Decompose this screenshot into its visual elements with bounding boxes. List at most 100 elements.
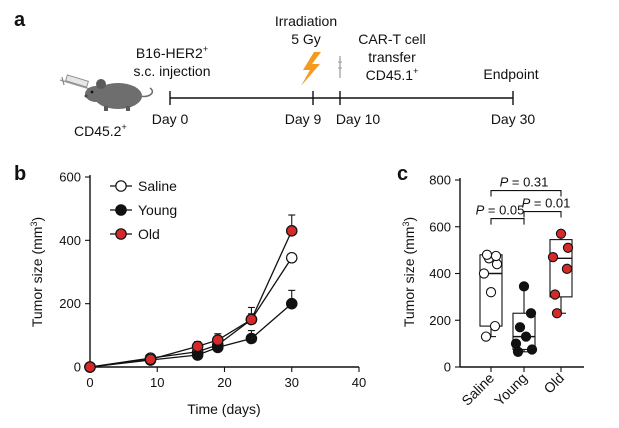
series-old-point <box>245 313 258 326</box>
series-old-point <box>191 340 204 353</box>
mouse-label: CD45.2+ <box>74 122 127 139</box>
panel-b-letter: b <box>14 163 26 185</box>
panel-b-ytick-label: 200 <box>59 296 81 311</box>
comparison-p-label: P = 0.31 <box>500 175 549 190</box>
box-saline-point <box>490 250 502 262</box>
panel-b-xlabel: Time (days) <box>187 401 260 417</box>
series-old-point <box>211 334 224 346</box>
panel-a: a CD45.2+ B16-HER2+ s.c. injection Irrad… <box>14 9 539 139</box>
injection-label-line2: s.c. injection <box>133 63 210 79</box>
series-old-line <box>89 230 293 368</box>
box-saline <box>478 249 503 342</box>
panel-c-boxes <box>478 228 574 357</box>
timeline-day30: Day 30 <box>491 111 536 127</box>
irradiation-label-line1: Irradiation <box>275 13 337 29</box>
mouse-icon <box>84 79 154 111</box>
panel-c-ytick-label: 800 <box>429 173 451 188</box>
pipette-icon <box>338 56 342 78</box>
panel-c-category-young: Young <box>491 370 530 409</box>
cart-label-line3: CD45.1+ <box>366 66 419 83</box>
box-young-point <box>514 322 526 333</box>
comparison-p-label: P = 0.01 <box>522 196 571 211</box>
comparison-1-2: P = 0.01 <box>522 196 571 218</box>
legend-label-young: Young <box>138 202 177 218</box>
irradiation-label-line2: 5 Gy <box>291 31 321 47</box>
panel-c-significance: P = 0.31 P = 0.05P = 0.01 <box>476 175 571 225</box>
box-saline-point <box>481 249 493 260</box>
endpoint-label: Endpoint <box>483 66 538 82</box>
lightning-icon <box>301 52 321 86</box>
panel-c-category-old: Old <box>540 370 567 397</box>
panel-c-ytick-label: 600 <box>429 219 451 234</box>
legend-marker <box>115 204 127 216</box>
box-saline-point <box>480 331 492 342</box>
legend-entry-old: Old <box>110 226 160 242</box>
panel-b-xtick-label: 0 <box>86 375 93 390</box>
box-saline-point <box>478 268 490 279</box>
box-old-point <box>547 251 559 263</box>
panel-b-ytick-label: 0 <box>74 360 81 375</box>
series-saline-point <box>285 251 298 264</box>
panel-c-category-saline: Saline <box>458 370 497 409</box>
box-young-point <box>520 331 532 342</box>
comparison-0-1: P = 0.05 <box>476 203 525 225</box>
panel-b-xtick-label: 30 <box>285 375 299 390</box>
box-old-point <box>551 308 563 319</box>
series-old-point <box>285 225 298 237</box>
series-saline <box>84 251 298 373</box>
panel-b: b Tumor size (mm3) Time (days) 0 10 20 30 40… <box>14 163 366 417</box>
comparison-bracket <box>523 211 562 218</box>
box-young <box>510 281 538 357</box>
box-young-iqr <box>512 312 536 351</box>
panel-b-xtick-label: 20 <box>217 375 231 390</box>
panel-b-xtick-label: 10 <box>150 375 164 390</box>
box-old-point <box>555 228 567 239</box>
panel-c: c Tumor size (mm3) 0 200 400 600 800 SalineYo… <box>397 163 584 409</box>
series-old <box>84 214 298 373</box>
box-young-point <box>526 344 538 355</box>
box-young-point <box>525 308 537 319</box>
legend-marker <box>115 180 127 192</box>
box-young-point <box>518 281 530 292</box>
box-old-point <box>561 263 573 274</box>
box-saline-point <box>489 320 501 332</box>
series-saline-line <box>89 257 293 368</box>
timeline-day9: Day 9 <box>285 111 322 127</box>
panel-a-letter: a <box>14 9 26 31</box>
comparison-bracket <box>490 189 562 197</box>
legend-entry-saline: Saline <box>110 178 177 194</box>
panel-b-ytick-label: 600 <box>59 170 81 185</box>
panel-b-xtick-label: 40 <box>352 375 366 390</box>
series-old-point <box>144 353 157 366</box>
panel-b-series <box>84 214 298 373</box>
series-young <box>84 289 298 373</box>
panel-c-ytick-label: 0 <box>444 360 451 375</box>
legend-marker <box>115 228 127 240</box>
panel-b-ylabel: Tumor size (mm3) <box>29 217 45 327</box>
legend-entry-young: Young <box>110 202 177 218</box>
cart-label-line2: transfer <box>368 49 416 65</box>
panel-c-ylabel: Tumor size (mm3) <box>401 217 417 327</box>
timeline-day10: Day 10 <box>336 111 381 127</box>
series-young-point <box>285 297 298 310</box>
series-young-point <box>245 332 258 345</box>
box-young-point <box>510 338 522 349</box>
timeline-day0: Day 0 <box>152 111 189 127</box>
cart-label-line1: CAR-T cell <box>358 31 425 47</box>
panel-c-letter: c <box>397 163 408 185</box>
box-saline-point <box>485 287 497 298</box>
panel-c-ytick-label: 200 <box>429 313 451 328</box>
box-old-point <box>562 242 574 253</box>
series-old-point <box>84 361 96 373</box>
box-old-point <box>549 289 561 300</box>
comparison-bracket <box>490 218 525 225</box>
comparison-0-2: P = 0.31 <box>490 175 562 197</box>
comparison-p-label: P = 0.05 <box>476 203 525 218</box>
legend-label-saline: Saline <box>138 178 177 194</box>
series-young-line <box>89 303 293 368</box>
injection-label-line1: B16-HER2+ <box>136 44 208 61</box>
panel-b-ytick-label: 400 <box>59 233 81 248</box>
panel-c-ytick-label: 400 <box>429 266 451 281</box>
